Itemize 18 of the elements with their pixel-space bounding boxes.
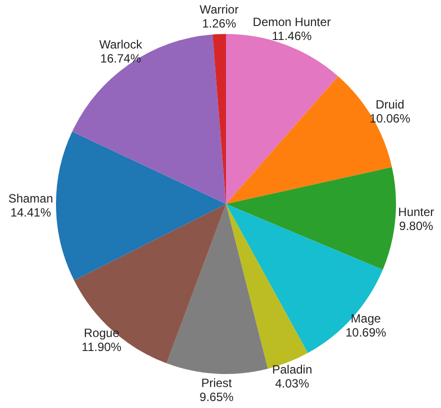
data-label: 14.41% — [10, 206, 52, 220]
slice-label: Paladin — [272, 362, 312, 376]
slice-label: Druid — [376, 98, 404, 112]
slice-label: Demon Hunter — [252, 15, 331, 30]
data-label: 9.80% — [399, 218, 434, 233]
slice-label: Mage — [350, 311, 382, 326]
slice-label: Shaman — [8, 192, 54, 206]
slice-label: Priest — [201, 376, 233, 390]
slice-label: Warlock — [99, 38, 144, 52]
data-label: 9.65% — [200, 390, 234, 404]
slice-label: Warrior — [200, 2, 239, 16]
data-label: 11.46% — [272, 29, 312, 44]
data-label: 11.90% — [82, 340, 122, 354]
data-label: 16.74% — [100, 52, 142, 66]
slice-label: Hunter — [398, 204, 434, 219]
data-label: 10.69% — [345, 325, 386, 340]
data-label: 4.03% — [275, 376, 310, 390]
data-label: 1.26% — [202, 16, 236, 30]
